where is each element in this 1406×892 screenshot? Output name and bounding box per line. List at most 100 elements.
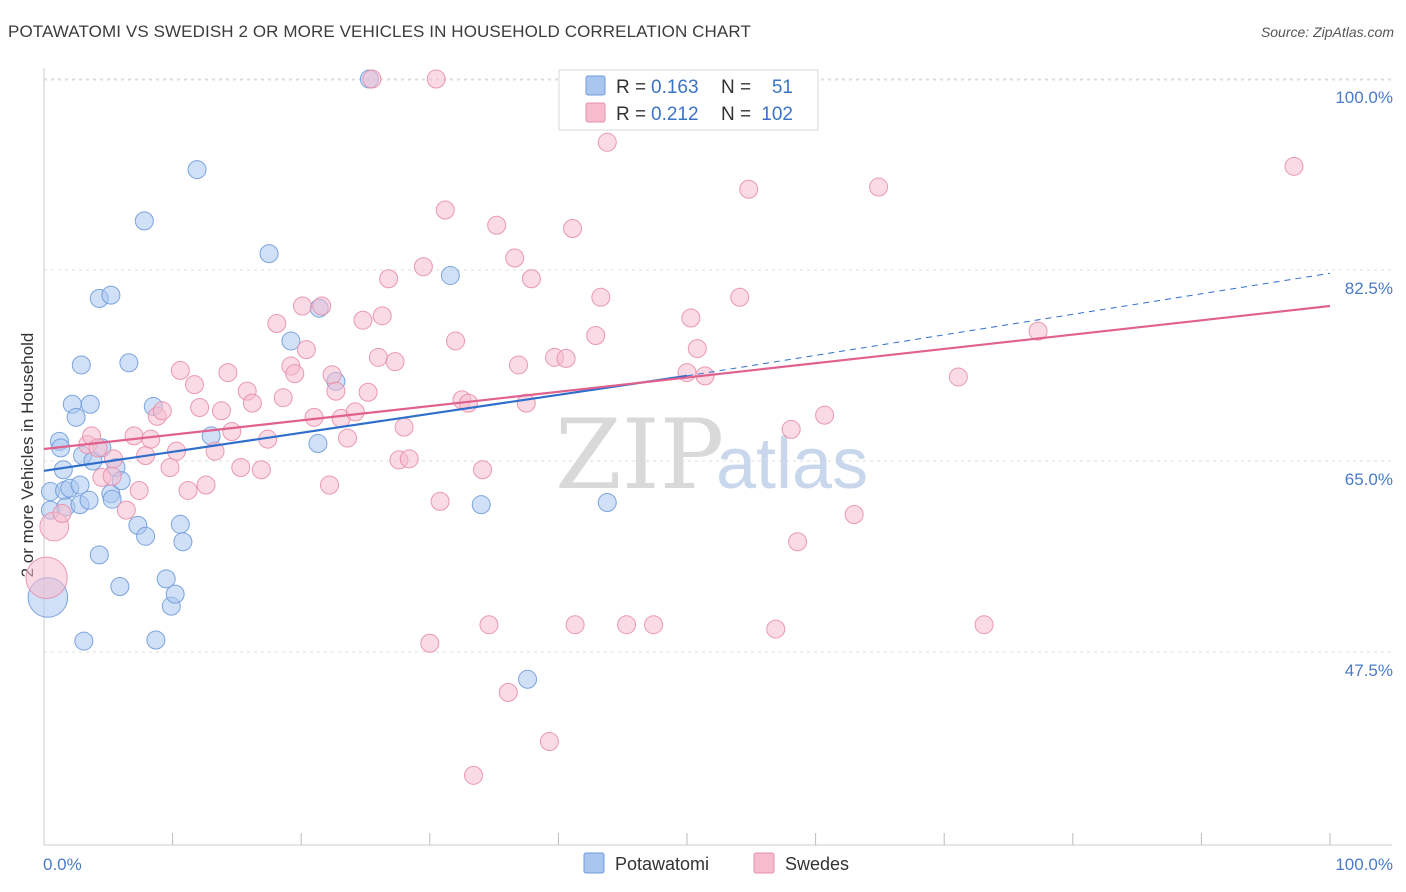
potawatomi-point — [70, 475, 90, 495]
swedes-point — [1028, 321, 1048, 341]
swedes-point — [102, 466, 122, 486]
swedes-point — [413, 257, 433, 277]
swedes-point — [563, 219, 583, 239]
potawatomi-point — [146, 630, 166, 650]
swedes-point — [196, 475, 216, 495]
potawatomi-point — [66, 407, 86, 427]
swedes-point — [730, 287, 750, 307]
swedes-point — [273, 388, 293, 408]
grid-lines — [44, 78, 1392, 653]
swedes-point — [184, 375, 204, 395]
swedes-trend-line — [43, 304, 1331, 451]
swedes-point — [556, 348, 576, 368]
potawatomi-point — [119, 353, 139, 373]
legend-r-label: R = — [616, 77, 646, 98]
potawatomi-point — [156, 569, 176, 589]
swedes-point — [586, 325, 606, 345]
y-axis-label: 2 or more Vehicles in Household — [18, 333, 37, 578]
swedes-point — [446, 331, 466, 351]
swedes-point — [178, 480, 198, 500]
potawatomi-point — [101, 285, 121, 305]
potawatomi-trend-line — [43, 374, 688, 472]
swedes-point — [129, 480, 149, 500]
potawatomi-point — [110, 577, 130, 597]
swedes-point — [222, 422, 242, 442]
potawatomi-point — [259, 244, 279, 264]
swedes-point — [124, 426, 144, 446]
swedes-point — [362, 69, 382, 89]
swedes-point — [788, 532, 808, 552]
potawatomi-point — [79, 490, 99, 510]
swedes-point — [394, 417, 414, 437]
bottom-legend-swatch-potawatomi — [583, 852, 605, 874]
data-points — [25, 69, 1304, 785]
swedes-point — [464, 765, 484, 785]
swedes-point — [326, 381, 346, 401]
watermark: ZIP atlas — [555, 399, 868, 511]
y-tick-label: 65.0% — [1345, 470, 1393, 489]
swedes-point — [539, 731, 559, 751]
potawatomi-point — [518, 669, 538, 689]
swedes-point — [498, 682, 518, 702]
swedes-point — [766, 619, 786, 639]
swedes-point — [815, 405, 835, 425]
bottom-legend-label-swedes: Swedes — [785, 854, 849, 874]
legend-r-value: 0.212 — [651, 104, 699, 125]
swedes-point — [591, 287, 611, 307]
swedes-point — [399, 449, 419, 469]
potawatomi-point — [597, 492, 617, 512]
bottom-legend-label-potawatomi: Potawatomi — [615, 854, 709, 874]
swedes-point — [358, 382, 378, 402]
swedes-point — [435, 200, 455, 220]
potawatomi-point — [71, 355, 91, 375]
legend-n-value: 102 — [761, 104, 793, 125]
x-tick-labels: 0.0% 100.0% — [43, 855, 1393, 874]
bottom-legend: Potawatomi Swedes — [583, 852, 849, 874]
swedes-point — [353, 310, 373, 330]
legend-n-label: N = — [721, 77, 751, 98]
chart-title: POTAWATOMI VS SWEDISH 2 OR MORE VEHICLES… — [8, 22, 751, 41]
potawatomi-point — [165, 584, 185, 604]
axes — [43, 68, 1392, 846]
potawatomi-point — [102, 489, 122, 509]
legend: R = 0.163 N = 51 R = 0.212 N = 102 — [558, 69, 819, 131]
potawatomi-point — [170, 514, 190, 534]
x-tick-label: 100.0% — [1335, 855, 1393, 874]
potawatomi-point — [281, 331, 301, 351]
swedes-point — [781, 419, 801, 439]
swedes-point — [869, 177, 889, 197]
potawatomi-point — [134, 211, 154, 231]
swedes-point — [170, 360, 190, 380]
swedes-point — [345, 402, 365, 422]
legend-swatch-potawatomi — [585, 75, 606, 96]
swedes-point — [1284, 156, 1304, 176]
legend-r-value: 0.163 — [651, 77, 699, 98]
potawatomi-point — [173, 532, 193, 552]
swedes-point — [312, 296, 332, 316]
swedes-point — [379, 269, 399, 289]
swedes-point — [430, 491, 450, 511]
potawatomi-point — [471, 495, 491, 515]
trend-lines — [43, 272, 1331, 472]
bottom-legend-swatch-swedes — [753, 852, 775, 874]
swedes-point — [473, 460, 493, 480]
legend-r-label: R = — [616, 104, 646, 125]
swedes-point — [487, 215, 507, 235]
swedes-point — [218, 363, 238, 383]
potawatomi-point — [440, 265, 460, 285]
swedes-point — [319, 475, 339, 495]
x-tick-marks — [172, 833, 1331, 845]
swedes-point — [116, 500, 136, 520]
swedes-point — [479, 615, 499, 635]
swedes-point — [372, 306, 392, 326]
y-tick-label: 100.0% — [1335, 88, 1393, 107]
swedes-point — [337, 428, 357, 448]
swedes-point — [285, 364, 305, 384]
y-tick-label: 47.5% — [1345, 661, 1393, 680]
swedes-point — [368, 347, 388, 367]
swedes-point — [687, 339, 707, 359]
source-label: Source: ZipAtlas.com — [1260, 24, 1394, 40]
swedes-point — [211, 401, 231, 421]
swedes-point — [565, 615, 585, 635]
